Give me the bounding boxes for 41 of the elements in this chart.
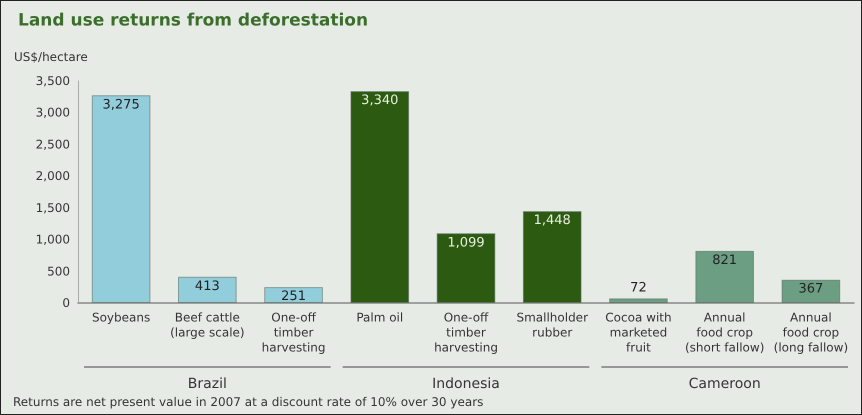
x-tick-label: One-off timber harvesting [434,310,498,354]
text: Brazil [188,376,227,392]
y-tick-label: 1,500 [36,200,70,215]
x-tick-label: One-off timber harvesting [262,310,326,354]
bar [92,95,150,303]
x-tick-label: Smallholder rubber [516,310,588,340]
x-tick-label: Annual food crop (long fallow) [774,310,848,354]
text: Indonesia [432,376,500,392]
data-label: 1,099 [447,235,485,250]
x-tick-label: Palm oil [356,310,404,324]
data-label: 1,448 [534,213,571,228]
bar [436,233,496,303]
x-tick-label: Annual food crop (short fallow) [684,310,764,354]
data-label: 3,340 [361,93,398,108]
x-tick-label: Soybeans [92,310,150,324]
y-tick-label: 2,500 [36,137,70,152]
bar [522,211,582,303]
data-label: 72 [630,280,647,296]
chart-title: Land use returns from deforestation [18,10,368,30]
y-tick-label: 1,000 [36,232,70,247]
bar [609,298,668,303]
y-axis-title: US$/hectare [14,50,88,64]
data-label: 821 [712,252,738,268]
y-tick-label: 500 [47,264,70,278]
data-label: 251 [281,289,306,304]
data-label: 367 [798,282,824,297]
data-label: 413 [194,278,220,294]
text: Returns are net present value in 2007 at a discount rate of 10% over 30 years [13,395,484,409]
x-tick-label: Cocoa with marketed fruit [605,310,672,354]
text: Cameroon [688,376,761,392]
bar [695,250,754,303]
y-tick-label: 0 [62,296,70,310]
bar [782,280,840,303]
bar [350,91,410,303]
x-tick-label: Beef cattle (large scale) [170,310,245,340]
data-label: 3,275 [102,97,140,112]
bar [178,276,237,303]
y-tick-label: 3,000 [36,106,70,120]
y-tick-label: 3,500 [36,74,70,88]
bar [264,287,323,303]
y-tick-label: 2,000 [36,169,70,184]
